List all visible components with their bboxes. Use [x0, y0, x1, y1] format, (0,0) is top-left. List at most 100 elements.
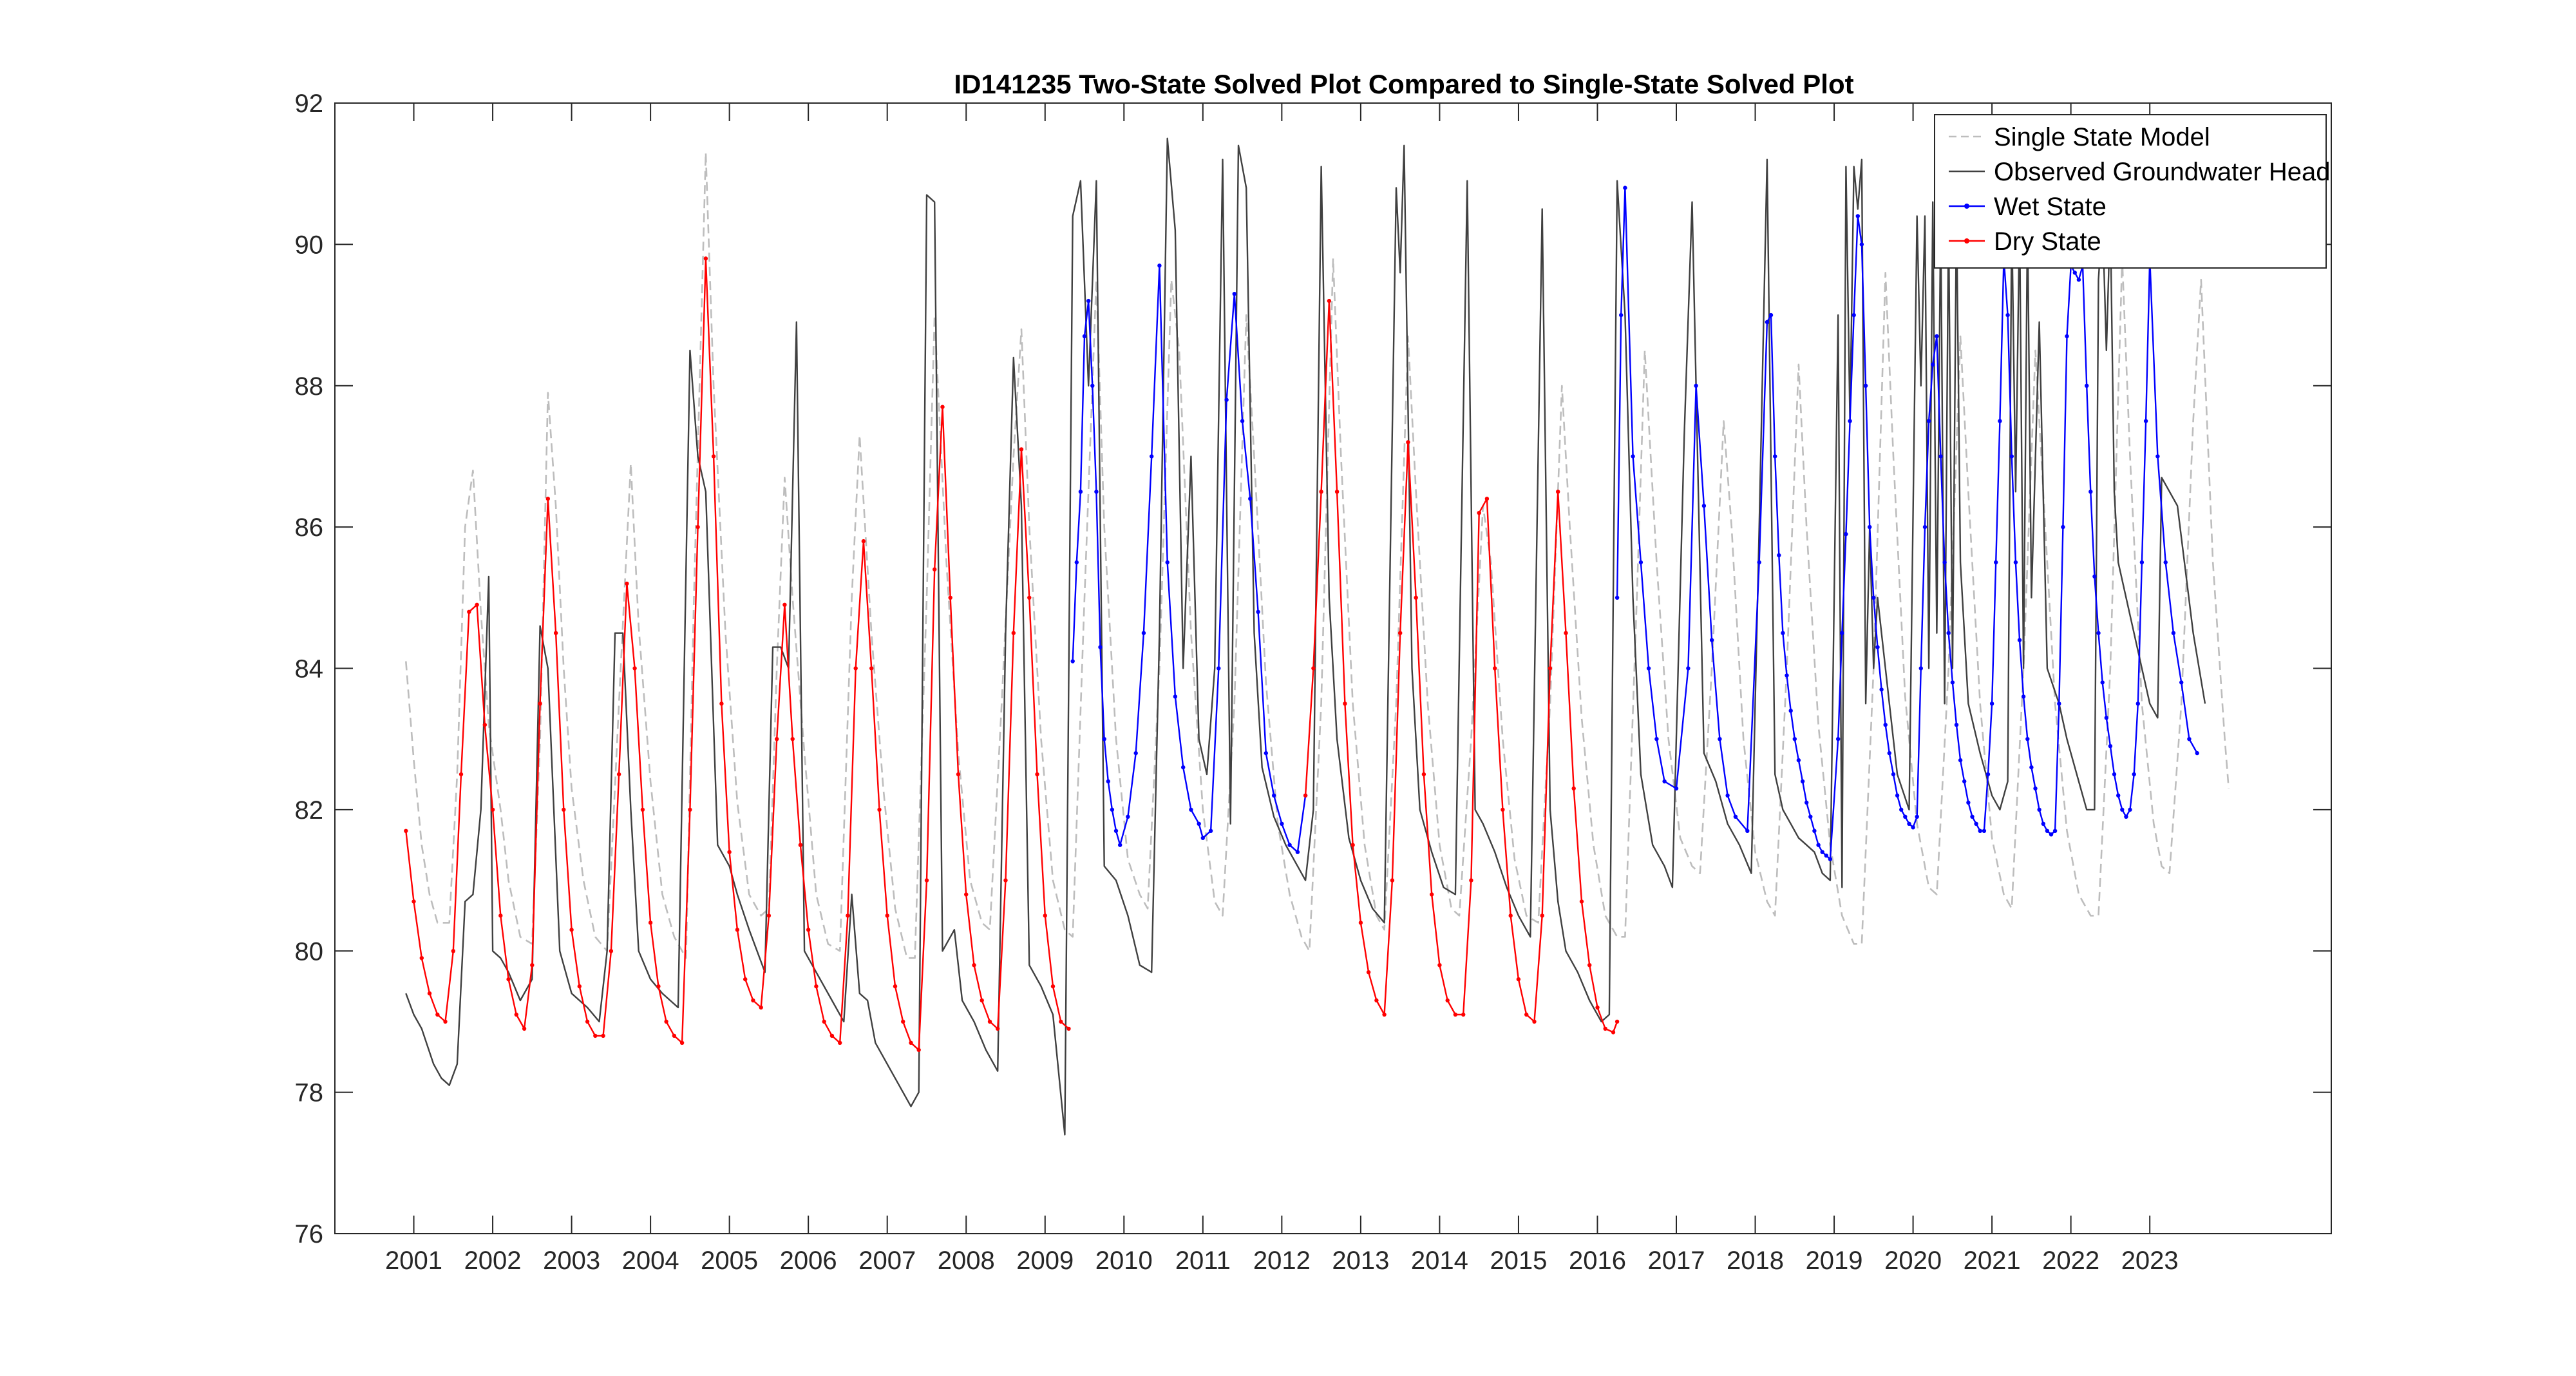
x-tick-label: 2011 — [1175, 1247, 1231, 1275]
data-point — [616, 772, 621, 777]
legend-label: Observed Groundwater Head — [1994, 158, 2331, 186]
x-tick-label: 2002 — [464, 1247, 522, 1275]
data-point — [861, 539, 866, 544]
y-tick-label: 76 — [295, 1220, 324, 1248]
series-wet-state — [1070, 263, 1308, 854]
data-point — [1859, 242, 1864, 247]
data-point — [625, 581, 629, 586]
x-tick-label: 2009 — [1016, 1247, 1074, 1275]
data-point — [1224, 397, 1229, 402]
x-tick-label: 2001 — [385, 1247, 442, 1275]
data-point — [1674, 786, 1679, 791]
data-point — [2088, 490, 2093, 494]
data-point — [1264, 750, 1269, 756]
y-tick-label: 92 — [295, 90, 324, 118]
data-point — [1126, 814, 1130, 819]
x-tick-label: 2010 — [1095, 1247, 1153, 1275]
data-point — [1090, 383, 1095, 388]
data-point — [759, 1005, 763, 1010]
data-point — [1615, 1019, 1620, 1024]
data-point — [2100, 680, 2105, 685]
data-point — [632, 666, 637, 671]
data-point — [1181, 765, 1186, 770]
data-point — [1157, 263, 1162, 268]
data-point — [1078, 490, 1083, 494]
data-point — [562, 807, 566, 812]
data-point — [1232, 292, 1237, 296]
data-point — [2013, 560, 2018, 565]
data-point — [1911, 825, 1915, 830]
data-point — [814, 984, 819, 989]
data-point — [419, 956, 424, 960]
data-point — [640, 807, 645, 812]
x-tick-label: 2004 — [622, 1247, 679, 1275]
x-tick-label: 2003 — [543, 1247, 600, 1275]
data-point — [498, 913, 503, 918]
data-point — [1962, 779, 1967, 784]
legend-box — [1934, 114, 2327, 269]
data-point — [1989, 702, 1994, 706]
x-tick-label: 2005 — [701, 1247, 758, 1275]
data-point — [1248, 497, 1253, 501]
data-point — [2116, 793, 2121, 798]
data-point — [1343, 702, 1347, 706]
data-point — [1197, 821, 1201, 827]
legend-item-dry-state: Dry State — [1949, 227, 2101, 256]
data-point — [1532, 1019, 1537, 1024]
data-point — [1816, 843, 1821, 847]
data-point — [1059, 1019, 1063, 1024]
y-tick-label: 84 — [295, 655, 324, 683]
series-wet-state — [1615, 186, 2199, 861]
data-point — [443, 1019, 448, 1024]
data-point — [916, 1047, 921, 1053]
data-point — [1611, 1030, 1616, 1035]
data-point — [530, 963, 535, 968]
data-point — [1631, 454, 1635, 459]
data-point — [679, 1040, 685, 1046]
data-point — [1788, 709, 1793, 713]
data-point — [1871, 595, 1876, 600]
data-point — [996, 1026, 1000, 1031]
data-point — [1217, 666, 1221, 671]
data-point — [1350, 843, 1355, 847]
x-tick-label: 2015 — [1490, 1247, 1547, 1275]
x-tick-label: 2008 — [938, 1247, 995, 1275]
data-point — [1043, 913, 1048, 918]
data-point — [593, 1033, 598, 1038]
data-point — [2085, 383, 2089, 388]
data-point — [1662, 779, 1667, 784]
data-point — [482, 723, 487, 727]
y-tick-label: 82 — [295, 796, 324, 825]
x-tick-label: 2012 — [1253, 1247, 1311, 1275]
series-line-observed-groundwater-head — [405, 137, 2206, 1136]
data-point — [798, 843, 803, 847]
data-point — [1240, 419, 1245, 423]
x-tick-label: 2022 — [2042, 1247, 2099, 1275]
data-point — [1718, 737, 1722, 741]
data-point — [775, 737, 779, 741]
data-point — [490, 807, 495, 812]
data-point — [2120, 807, 2125, 812]
data-point — [933, 567, 937, 572]
data-point — [2179, 680, 2184, 685]
data-point — [735, 928, 740, 932]
data-point — [1287, 843, 1292, 847]
data-point — [1800, 779, 1805, 784]
data-point — [703, 256, 708, 261]
data-point — [1824, 854, 1828, 858]
x-tick-label: 2018 — [1727, 1247, 1784, 1275]
data-point — [672, 1033, 677, 1038]
data-point — [1903, 814, 1908, 819]
data-point — [1011, 631, 1016, 635]
data-point — [1421, 772, 1426, 777]
data-point — [2025, 737, 2030, 741]
x-tick-label: 2014 — [1411, 1247, 1468, 1275]
data-point — [1855, 214, 1860, 218]
data-point — [2195, 750, 2199, 756]
data-point — [727, 850, 732, 854]
legend-item-observed-groundwater-head: Observed Groundwater Head — [1949, 158, 2331, 186]
data-point — [538, 702, 542, 706]
data-point — [1768, 312, 1774, 318]
data-point — [2143, 419, 2148, 423]
data-point — [1019, 447, 1024, 452]
